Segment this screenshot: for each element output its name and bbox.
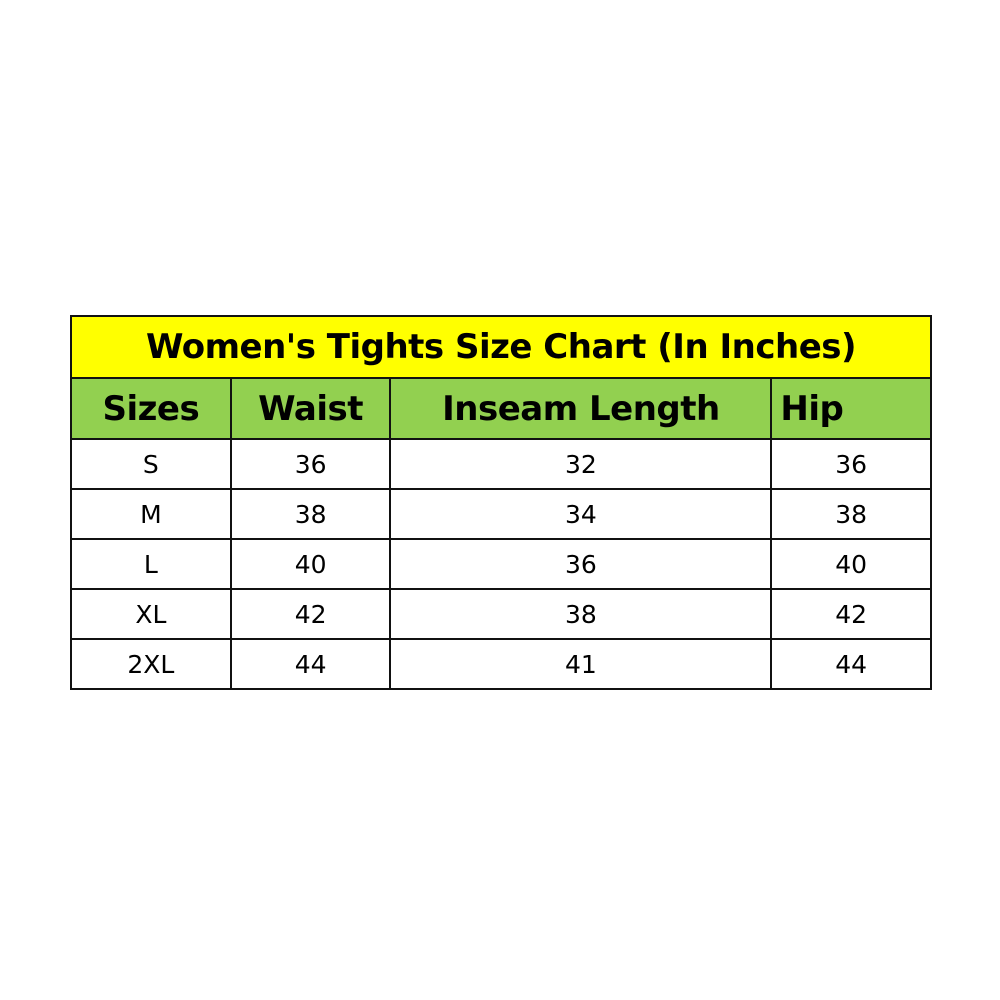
cell-size: L xyxy=(70,538,232,590)
header-inseam-length: Inseam Length xyxy=(389,377,773,440)
cell-inseam-length: 32 xyxy=(389,438,773,490)
cell-waist: 36 xyxy=(229,438,392,490)
header-hip: Hip xyxy=(770,377,932,440)
cell-hip: 40 xyxy=(770,538,932,590)
cell-size: M xyxy=(70,488,232,540)
table-row: L 40 36 40 xyxy=(70,538,932,590)
cell-waist: 38 xyxy=(229,488,392,540)
table-row: XL 42 38 42 xyxy=(70,588,932,640)
chart-title: Women's Tights Size Chart (In Inches) xyxy=(70,315,932,379)
table-row: 2XL 44 41 44 xyxy=(70,638,932,690)
title-row: Women's Tights Size Chart (In Inches) xyxy=(70,315,932,379)
header-sizes: Sizes xyxy=(70,377,232,440)
cell-waist: 44 xyxy=(229,638,392,690)
cell-size: XL xyxy=(70,588,232,640)
cell-size: 2XL xyxy=(70,638,232,690)
table-row: M 38 34 38 xyxy=(70,488,932,540)
cell-size: S xyxy=(70,438,232,490)
cell-waist: 40 xyxy=(229,538,392,590)
table-row: S 36 32 36 xyxy=(70,438,932,490)
cell-inseam-length: 36 xyxy=(389,538,773,590)
size-chart-table: Women's Tights Size Chart (In Inches) Si… xyxy=(70,315,932,690)
cell-hip: 42 xyxy=(770,588,932,640)
cell-inseam-length: 38 xyxy=(389,588,773,640)
header-waist: Waist xyxy=(229,377,392,440)
cell-hip: 38 xyxy=(770,488,932,540)
cell-hip: 36 xyxy=(770,438,932,490)
header-row: Sizes Waist Inseam Length Hip xyxy=(70,377,932,440)
cell-waist: 42 xyxy=(229,588,392,640)
cell-hip: 44 xyxy=(770,638,932,690)
cell-inseam-length: 41 xyxy=(389,638,773,690)
cell-inseam-length: 34 xyxy=(389,488,773,540)
